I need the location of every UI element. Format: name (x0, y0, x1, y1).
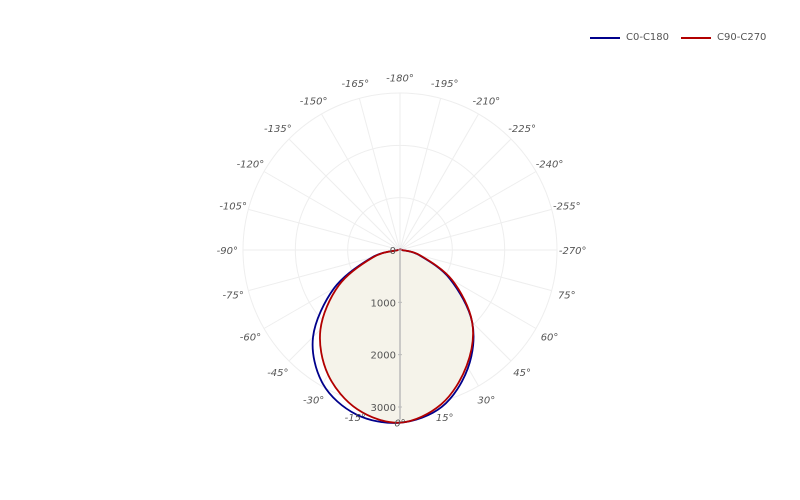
grid-spoke (321, 113, 401, 251)
angle-tick-label: 15° (436, 413, 454, 424)
angle-tick-label: -210° (472, 96, 500, 107)
distribution-fill (319, 249, 474, 423)
angle-tick-label: -105° (219, 201, 247, 212)
grid-spoke (263, 171, 401, 251)
legend-label: C0-C180 (626, 32, 670, 43)
fill-area (319, 249, 474, 423)
angle-tick-label: 75° (558, 291, 576, 302)
grid-spoke (399, 98, 442, 251)
radial-tick-label: 1000 (371, 298, 396, 309)
grid-spoke (399, 171, 537, 251)
angle-tick-label: 30° (477, 396, 495, 407)
grid-spoke (399, 208, 552, 251)
radial-tick-label: 0 (390, 246, 396, 257)
angle-tick-label: -30° (303, 396, 324, 407)
angle-tick-label: -60° (240, 332, 261, 343)
grid-spoke (358, 98, 401, 251)
legend-swatch (681, 36, 712, 39)
legend-swatch (590, 36, 620, 39)
radial-tick-label: 3000 (371, 403, 396, 414)
angle-tick-label: 45° (513, 368, 531, 379)
grid-spoke (399, 249, 552, 292)
legend-item[interactable]: C0-C180 (590, 32, 669, 43)
legend-label: C90-C270 (717, 32, 767, 43)
angle-tick-label: -195° (431, 79, 459, 90)
grid-spoke (248, 208, 401, 251)
angle-tick-label: 0° (394, 419, 405, 430)
angle-tick-label: -180° (386, 73, 414, 84)
angle-tick-label: -90° (217, 246, 238, 257)
series-line-c90-c270 (319, 248, 474, 424)
angle-tick-label: -75° (223, 291, 244, 302)
angle-tick-label: -120° (237, 160, 265, 171)
grid-spoke (399, 138, 512, 251)
grid-spoke (399, 113, 479, 251)
angle-tick-label: -270° (559, 246, 587, 257)
angle-tick-label: -255° (553, 201, 581, 212)
angle-tick-label: -135° (264, 124, 292, 135)
angle-tick-label: -150° (300, 96, 328, 107)
angle-tick-label: -15° (345, 413, 366, 424)
legend-item[interactable]: C90-C270 (681, 32, 766, 43)
legend: C0-C180 C90-C270 (590, 32, 766, 43)
angle-tick-label: -45° (267, 368, 288, 379)
axis-labels: -180° -195° -210° -225° -240° -255° -270° 75° 60… (217, 73, 587, 429)
angle-tick-label: -240° (536, 160, 564, 171)
series-lines (311, 248, 475, 424)
angle-tick-label: -165° (341, 79, 369, 90)
grid-spoke (288, 138, 401, 251)
angle-tick-label: -225° (508, 124, 536, 135)
angle-tick-label: 60° (541, 332, 559, 343)
radial-tick-label: 2000 (371, 351, 396, 362)
